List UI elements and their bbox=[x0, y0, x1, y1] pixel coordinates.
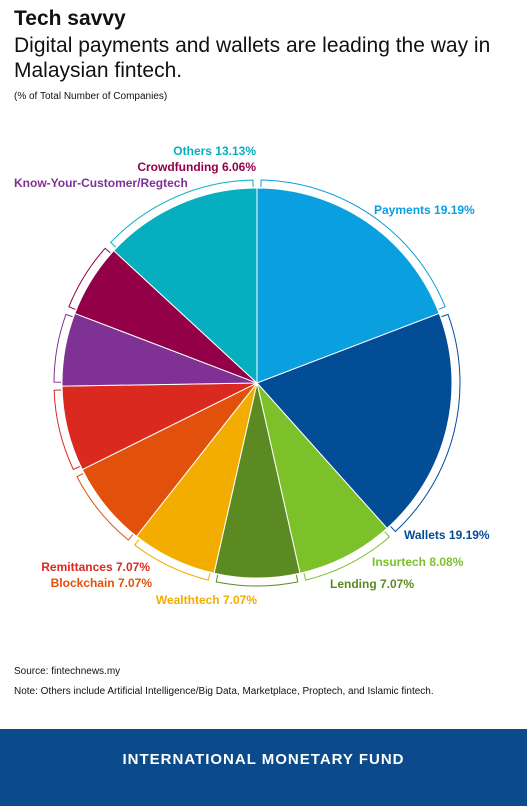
slice-bracket-remittances bbox=[53, 389, 80, 471]
pie-chart: Payments 19.19% Wallets 19.19% Insurtech 8… bbox=[14, 144, 490, 607]
chart-title: Tech savvy bbox=[14, 7, 126, 30]
slice-bracket-know-your-customer-regtech bbox=[53, 313, 73, 383]
slice-bracket-lending bbox=[215, 574, 299, 587]
footnote: Note: Others include Artificial Intellig… bbox=[14, 686, 434, 697]
pie-slice-payments bbox=[256, 187, 440, 384]
slice-bracket-insurtech bbox=[303, 531, 391, 581]
slice-bracket-crowdfunding bbox=[68, 247, 111, 310]
slice-label-blockchain: Blockchain 7.07% bbox=[51, 576, 153, 590]
slice-label-others: Others 13.13% bbox=[173, 144, 256, 158]
slice-bracket-others bbox=[109, 179, 254, 248]
slice-bracket-blockchain bbox=[76, 473, 134, 541]
slice-bracket-wealthtech bbox=[134, 539, 211, 581]
unit-note: (% of Total Number of Companies) bbox=[14, 91, 168, 102]
pie-slice-others bbox=[113, 187, 258, 385]
slice-label-remittances: Remittances 7.07% bbox=[41, 560, 150, 574]
slice-label-know-your-customer-regtech: Know-Your-Customer/Regtech bbox=[14, 176, 188, 190]
footer-banner: INTERNATIONAL MONETARY FUND bbox=[0, 729, 527, 806]
slice-label-crowdfunding: Crowdfunding 6.06% bbox=[137, 160, 256, 174]
slice-label-lending: Lending 7.07% bbox=[330, 577, 414, 591]
slice-label-wallets: Wallets 19.19% bbox=[404, 528, 490, 542]
slice-bracket-wallets bbox=[390, 313, 461, 533]
slice-label-payments: Payments 19.19% bbox=[374, 203, 475, 217]
pie-slice-wallets bbox=[256, 312, 453, 530]
slice-bracket-payments bbox=[260, 179, 446, 310]
source-note: Source: fintechnews.my bbox=[14, 666, 121, 677]
chart-subtitle: Digital payments and wallets are leading… bbox=[14, 34, 491, 82]
slice-label-wealthtech: Wealthtech 7.07% bbox=[156, 593, 257, 607]
slice-label-insurtech: Insurtech 8.08% bbox=[372, 555, 464, 569]
org-name: INTERNATIONAL MONETARY FUND bbox=[122, 751, 405, 768]
